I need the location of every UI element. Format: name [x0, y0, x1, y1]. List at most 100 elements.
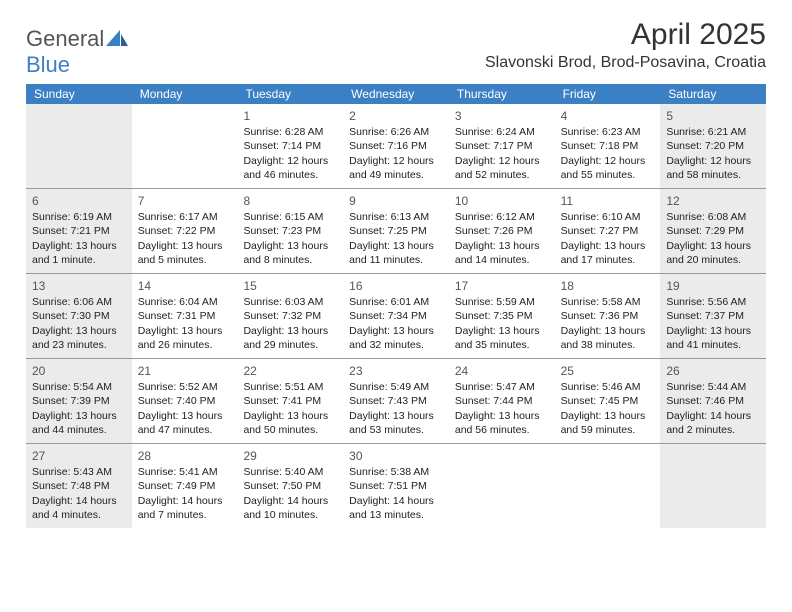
sunset-text: Sunset: 7:16 PM	[349, 139, 443, 153]
daylight-text: Daylight: 13 hours and 26 minutes.	[138, 324, 232, 352]
day-number: 23	[349, 363, 443, 379]
calendar-cell: 1Sunrise: 6:28 AMSunset: 7:14 PMDaylight…	[237, 104, 343, 188]
sunrise-text: Sunrise: 6:17 AM	[138, 210, 232, 224]
day-header-cell: Monday	[132, 84, 238, 104]
calendar-cell: 6Sunrise: 6:19 AMSunset: 7:21 PMDaylight…	[26, 189, 132, 273]
day-number: 20	[32, 363, 126, 379]
daylight-text: Daylight: 14 hours and 2 minutes.	[666, 409, 760, 437]
location: Slavonski Brod, Brod-Posavina, Croatia	[485, 54, 766, 72]
day-number: 24	[455, 363, 549, 379]
calendar-cell: 3Sunrise: 6:24 AMSunset: 7:17 PMDaylight…	[449, 104, 555, 188]
sunrise-text: Sunrise: 5:59 AM	[455, 295, 549, 309]
sunrise-text: Sunrise: 6:01 AM	[349, 295, 443, 309]
sunset-text: Sunset: 7:36 PM	[561, 309, 655, 323]
day-number: 6	[32, 193, 126, 209]
day-number: 10	[455, 193, 549, 209]
day-number: 4	[561, 108, 655, 124]
daylight-text: Daylight: 13 hours and 50 minutes.	[243, 409, 337, 437]
calendar-cell: 2Sunrise: 6:26 AMSunset: 7:16 PMDaylight…	[343, 104, 449, 188]
day-number: 28	[138, 448, 232, 464]
calendar-cell-empty	[660, 444, 766, 528]
day-header-cell: Sunday	[26, 84, 132, 104]
sunset-text: Sunset: 7:50 PM	[243, 479, 337, 493]
daylight-text: Daylight: 13 hours and 35 minutes.	[455, 324, 549, 352]
logo: GeneralBlue	[26, 18, 128, 78]
calendar-week: 13Sunrise: 6:06 AMSunset: 7:30 PMDayligh…	[26, 274, 766, 359]
sunset-text: Sunset: 7:44 PM	[455, 394, 549, 408]
daylight-text: Daylight: 12 hours and 55 minutes.	[561, 154, 655, 182]
sunrise-text: Sunrise: 5:52 AM	[138, 380, 232, 394]
sunrise-text: Sunrise: 6:28 AM	[243, 125, 337, 139]
sunrise-text: Sunrise: 6:21 AM	[666, 125, 760, 139]
calendar-cell: 14Sunrise: 6:04 AMSunset: 7:31 PMDayligh…	[132, 274, 238, 358]
day-number: 5	[666, 108, 760, 124]
sunrise-text: Sunrise: 6:04 AM	[138, 295, 232, 309]
sunrise-text: Sunrise: 6:06 AM	[32, 295, 126, 309]
page-title: April 2025	[485, 18, 766, 52]
day-number: 19	[666, 278, 760, 294]
daylight-text: Daylight: 14 hours and 10 minutes.	[243, 494, 337, 522]
daylight-text: Daylight: 13 hours and 20 minutes.	[666, 239, 760, 267]
calendar-cell: 18Sunrise: 5:58 AMSunset: 7:36 PMDayligh…	[555, 274, 661, 358]
day-number: 22	[243, 363, 337, 379]
sunrise-text: Sunrise: 5:43 AM	[32, 465, 126, 479]
day-number: 13	[32, 278, 126, 294]
sunrise-text: Sunrise: 5:58 AM	[561, 295, 655, 309]
day-number: 14	[138, 278, 232, 294]
daylight-text: Daylight: 13 hours and 5 minutes.	[138, 239, 232, 267]
calendar-cell: 12Sunrise: 6:08 AMSunset: 7:29 PMDayligh…	[660, 189, 766, 273]
calendar-cell: 28Sunrise: 5:41 AMSunset: 7:49 PMDayligh…	[132, 444, 238, 528]
calendar-cell: 9Sunrise: 6:13 AMSunset: 7:25 PMDaylight…	[343, 189, 449, 273]
sunrise-text: Sunrise: 5:46 AM	[561, 380, 655, 394]
day-number: 8	[243, 193, 337, 209]
sunset-text: Sunset: 7:34 PM	[349, 309, 443, 323]
page: GeneralBlue April 2025 Slavonski Brod, B…	[0, 0, 792, 546]
daylight-text: Daylight: 14 hours and 13 minutes.	[349, 494, 443, 522]
calendar-cell: 15Sunrise: 6:03 AMSunset: 7:32 PMDayligh…	[237, 274, 343, 358]
sunset-text: Sunset: 7:43 PM	[349, 394, 443, 408]
sunset-text: Sunset: 7:37 PM	[666, 309, 760, 323]
day-header-cell: Tuesday	[237, 84, 343, 104]
daylight-text: Daylight: 13 hours and 44 minutes.	[32, 409, 126, 437]
sunset-text: Sunset: 7:27 PM	[561, 224, 655, 238]
logo-text: GeneralBlue	[26, 26, 128, 78]
daylight-text: Daylight: 13 hours and 56 minutes.	[455, 409, 549, 437]
daylight-text: Daylight: 12 hours and 49 minutes.	[349, 154, 443, 182]
header: GeneralBlue April 2025 Slavonski Brod, B…	[26, 18, 766, 78]
day-header-cell: Wednesday	[343, 84, 449, 104]
daylight-text: Daylight: 13 hours and 17 minutes.	[561, 239, 655, 267]
daylight-text: Daylight: 13 hours and 38 minutes.	[561, 324, 655, 352]
daylight-text: Daylight: 14 hours and 4 minutes.	[32, 494, 126, 522]
daylight-text: Daylight: 13 hours and 23 minutes.	[32, 324, 126, 352]
calendar-cell: 24Sunrise: 5:47 AMSunset: 7:44 PMDayligh…	[449, 359, 555, 443]
sunrise-text: Sunrise: 5:49 AM	[349, 380, 443, 394]
sunrise-text: Sunrise: 5:54 AM	[32, 380, 126, 394]
calendar-cell: 30Sunrise: 5:38 AMSunset: 7:51 PMDayligh…	[343, 444, 449, 528]
sunset-text: Sunset: 7:29 PM	[666, 224, 760, 238]
daylight-text: Daylight: 13 hours and 41 minutes.	[666, 324, 760, 352]
calendar-cell-empty	[26, 104, 132, 188]
calendar-cell: 4Sunrise: 6:23 AMSunset: 7:18 PMDaylight…	[555, 104, 661, 188]
calendar-week: 1Sunrise: 6:28 AMSunset: 7:14 PMDaylight…	[26, 104, 766, 189]
sunrise-text: Sunrise: 5:41 AM	[138, 465, 232, 479]
day-number: 12	[666, 193, 760, 209]
sunset-text: Sunset: 7:30 PM	[32, 309, 126, 323]
calendar-body: 1Sunrise: 6:28 AMSunset: 7:14 PMDaylight…	[26, 104, 766, 528]
daylight-text: Daylight: 13 hours and 11 minutes.	[349, 239, 443, 267]
sunset-text: Sunset: 7:39 PM	[32, 394, 126, 408]
day-number: 2	[349, 108, 443, 124]
daylight-text: Daylight: 13 hours and 53 minutes.	[349, 409, 443, 437]
day-number: 27	[32, 448, 126, 464]
day-number: 11	[561, 193, 655, 209]
day-header-cell: Friday	[555, 84, 661, 104]
calendar-cell: 25Sunrise: 5:46 AMSunset: 7:45 PMDayligh…	[555, 359, 661, 443]
sunset-text: Sunset: 7:17 PM	[455, 139, 549, 153]
sunset-text: Sunset: 7:49 PM	[138, 479, 232, 493]
daylight-text: Daylight: 12 hours and 58 minutes.	[666, 154, 760, 182]
day-number: 18	[561, 278, 655, 294]
calendar-cell: 29Sunrise: 5:40 AMSunset: 7:50 PMDayligh…	[237, 444, 343, 528]
day-header-cell: Saturday	[660, 84, 766, 104]
calendar-cell: 8Sunrise: 6:15 AMSunset: 7:23 PMDaylight…	[237, 189, 343, 273]
sunset-text: Sunset: 7:25 PM	[349, 224, 443, 238]
daylight-text: Daylight: 13 hours and 29 minutes.	[243, 324, 337, 352]
